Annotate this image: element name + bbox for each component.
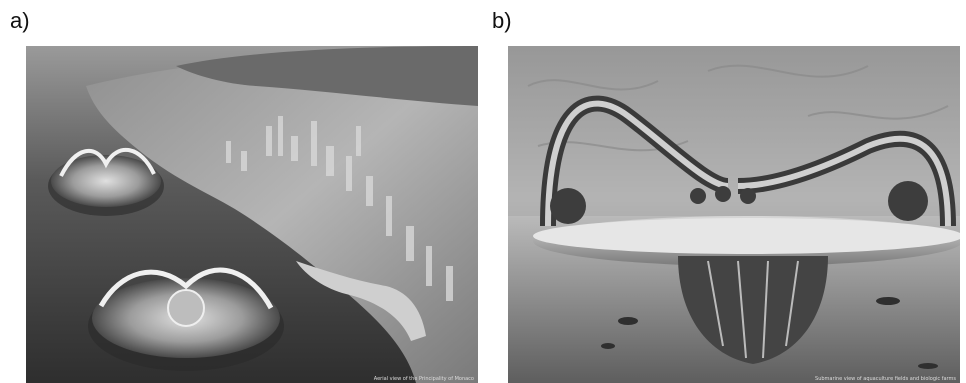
panel-a-illustration	[26, 46, 478, 383]
panel-b-caption: Submarine view of aquaculture fields and…	[815, 376, 956, 382]
panel-b-label: b)	[492, 8, 512, 33]
panel-a-caption: Aerial view of the Principality of Monac…	[373, 376, 474, 382]
panel-a-label: a)	[10, 8, 30, 33]
panel-b-illustration	[508, 46, 960, 383]
panel-a-aerial-city-image: Aerial view of the Principality of Monac…	[26, 46, 478, 383]
panel-b-submarine-image: Submarine view of aquaculture fields and…	[508, 46, 960, 383]
